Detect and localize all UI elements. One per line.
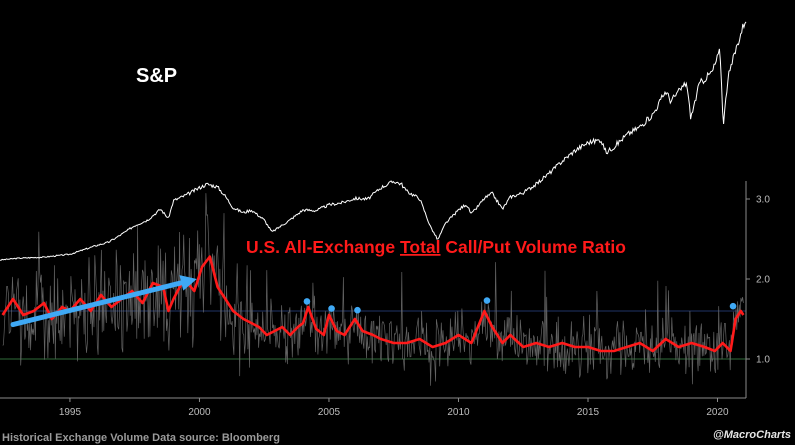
highlight-point-1 (303, 298, 311, 305)
sp-series-label: S&P (136, 65, 177, 87)
y-tick-label-2: 2.0 (756, 275, 770, 286)
highlight-point-4 (483, 297, 491, 304)
highlight-points (303, 297, 737, 314)
ratio-title-underlined: Total (400, 237, 441, 257)
trend-arrow-head (179, 275, 197, 291)
highlight-point-2 (328, 305, 335, 312)
x-tick-label-3: 2005 (318, 407, 341, 418)
x-tick-label-1: 1995 (59, 407, 82, 418)
daily-ratio-noise-path (2, 193, 744, 386)
x-tick-label-5: 2015 (577, 407, 600, 418)
ratio-title-part-1: U.S. All-Exchange (246, 237, 400, 257)
highlight-point-3 (354, 306, 361, 314)
y-tick-label-3: 3.0 (756, 195, 770, 206)
ratio-series-title: U.S. All-Exchange Total Call/Put Volume … (246, 237, 626, 257)
daily-ratio-noise (2, 193, 744, 386)
x-tick-label-2: 2000 (188, 407, 211, 418)
highlight-point-5 (729, 302, 737, 310)
author-credit: @MacroCharts (713, 429, 791, 441)
axes: 1.0 2.0 3.0 1995 2000 2005 2010 2015 2020 (0, 181, 770, 418)
data-source-footer: Historical Exchange Volume Data source: … (2, 432, 280, 444)
x-tick-label-4: 2010 (447, 407, 470, 418)
ratio-title-part-2: Call/Put Volume Ratio (441, 237, 626, 257)
trend-arrow (10, 275, 197, 328)
y-tick-label-1: 1.0 (756, 355, 770, 366)
trend-arrow-shaft (10, 280, 184, 328)
x-tick-label-6: 2020 (706, 407, 729, 418)
series-sp-line (0, 21, 747, 261)
